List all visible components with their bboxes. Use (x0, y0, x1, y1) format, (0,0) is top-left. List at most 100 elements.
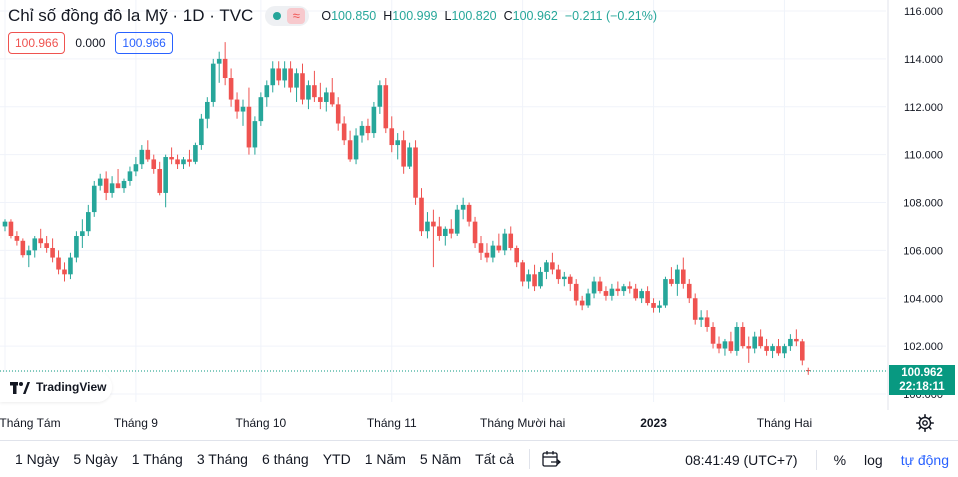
candle-body (460, 204, 466, 210)
y-tick-label: 116.000 (904, 6, 943, 18)
candle-body (728, 341, 734, 351)
candle-body (526, 274, 531, 282)
candle-body (68, 257, 73, 275)
candle-body (800, 341, 805, 361)
y-tick-label: 106.000 (903, 245, 943, 257)
candle-body (681, 269, 686, 284)
candle-body (62, 269, 67, 275)
ohlc-values: O100.850 H100.999 L100.820 C100.962 −0.2… (321, 9, 657, 23)
candle-body (556, 269, 561, 280)
candle-body (704, 317, 710, 327)
candle-body (210, 63, 216, 102)
percent-scale-toggle[interactable]: % (833, 451, 847, 468)
candle-body (669, 279, 674, 284)
candle-body (288, 68, 293, 88)
candle-body (478, 243, 484, 253)
high-key: H (383, 9, 393, 23)
range-1d-button[interactable]: 1 Ngày (15, 451, 60, 467)
symbol-title[interactable]: Chỉ số đồng đô la Mỹ · 1D · TVC (8, 6, 254, 25)
candle-body (145, 149, 151, 160)
ask-value-box[interactable]: 100.966 (115, 32, 173, 54)
tradingview-logo[interactable]: TradingView (0, 372, 112, 402)
close-value: 100.962 (512, 9, 558, 23)
candle-body (127, 171, 133, 181)
chart-legend: Chỉ số đồng đô la Mỹ · 1D · TVC ≈ O100.8… (8, 6, 657, 26)
right-tools: 08:41:49 (UTC+7) % log tự động (685, 441, 958, 477)
candle-body (550, 262, 555, 270)
open-value: 100.850 (331, 9, 377, 23)
candle-body (686, 283, 692, 299)
candle-body (74, 236, 79, 258)
candle-body (2, 221, 8, 227)
candle-body (306, 85, 311, 100)
x-tick-label: Tháng 10 (235, 416, 287, 430)
candle-body (181, 159, 186, 165)
candle-body (258, 97, 264, 122)
bar-countdown: 22:18:11 (899, 381, 945, 393)
range-5y-button[interactable]: 5 Năm (419, 451, 462, 467)
candle-body (401, 140, 406, 167)
candle-body (169, 157, 174, 160)
candle-body (770, 346, 775, 351)
price-chart[interactable]: 116.000 114.000 112.000 110.000 108.000 106.0… (0, 0, 958, 410)
candle-body (341, 123, 347, 141)
candle-body (133, 164, 139, 172)
candle-body (252, 121, 258, 148)
candle-body (294, 73, 299, 88)
timezone-clock[interactable]: 08:41:49 (UTC+7) (685, 451, 798, 468)
range-1m-button[interactable]: 1 Tháng (131, 451, 183, 467)
candle-body (490, 245, 496, 258)
low-value: 100.820 (451, 9, 497, 23)
candle-body (419, 197, 424, 232)
candle-body (591, 281, 597, 294)
gear-icon[interactable] (916, 414, 935, 433)
candle-body (365, 125, 371, 134)
candle-body (205, 101, 210, 119)
range-1y-button[interactable]: 1 Năm (364, 451, 406, 467)
candle-body (335, 104, 341, 124)
candle-body (544, 262, 549, 272)
candle-body (484, 252, 490, 258)
candle-body (86, 212, 91, 232)
candle-body (764, 346, 769, 351)
range-3m-button[interactable]: 3 Tháng (196, 451, 248, 467)
last-price-label: 100.962 22:18:11 (889, 365, 955, 395)
bid-value-box[interactable]: 100.966 (8, 32, 66, 54)
auto-scale-toggle[interactable]: tự động (900, 451, 949, 468)
candle-body (312, 85, 317, 98)
candle-body (597, 281, 603, 292)
spread-value: 0.000 (75, 36, 106, 50)
range-6m-button[interactable]: 6 tháng (261, 451, 309, 467)
candle-body (716, 343, 722, 349)
approx-icon: ≈ (287, 8, 306, 24)
candle-body (371, 106, 377, 134)
x-tick-label: Tháng 11 (366, 416, 417, 430)
low-key: L (444, 9, 452, 23)
candle-body (163, 157, 168, 193)
range-ytd-button[interactable]: YTD (322, 451, 351, 467)
range-all-button[interactable]: Tất cả (475, 451, 515, 467)
calendar-range-icon[interactable] (538, 449, 564, 469)
toolbar-divider (529, 449, 531, 469)
x-tick-label: Tháng Hai (756, 416, 813, 430)
candle-body (56, 257, 61, 270)
y-tick-label: 112.000 (904, 102, 943, 114)
x-tick-label: 2023 (640, 416, 667, 430)
tradingview-logo-icon (10, 381, 30, 394)
candle-body (746, 346, 752, 349)
candle-body (562, 276, 567, 280)
candle-body (175, 159, 180, 165)
close-key: C (503, 9, 513, 23)
y-tick-label: 102.000 (903, 341, 943, 353)
market-status-badge[interactable]: ≈ (265, 6, 310, 26)
range-5d-button[interactable]: 5 Ngày (73, 451, 118, 467)
candle-body (805, 370, 811, 372)
time-axis[interactable]: Tháng Tám Tháng 9 Tháng 10 Tháng 11 Tháng Mư… (0, 412, 888, 434)
candle-body (443, 228, 448, 237)
candle-body (329, 92, 335, 105)
candle-body (734, 326, 740, 351)
candle-body (353, 135, 359, 160)
candle-body (359, 125, 365, 136)
log-scale-toggle[interactable]: log (864, 451, 883, 468)
